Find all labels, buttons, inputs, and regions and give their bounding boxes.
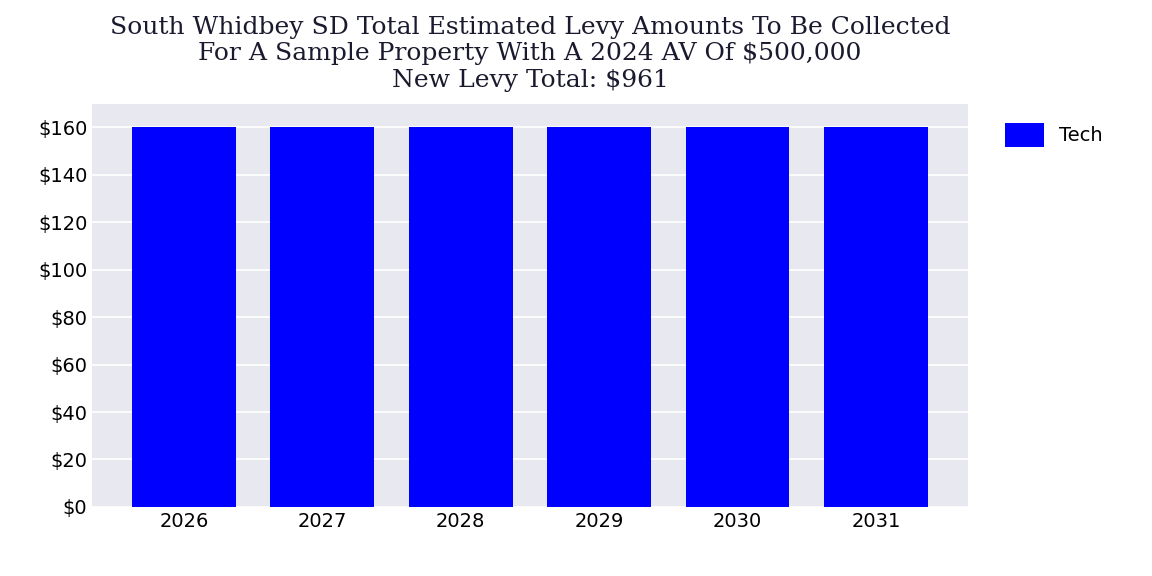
Bar: [132, 127, 236, 507]
Bar: [547, 127, 651, 507]
Bar: [271, 127, 374, 507]
Bar: [409, 127, 513, 507]
Title: South Whidbey SD Total Estimated Levy Amounts To Be Collected
For A Sample Prope: South Whidbey SD Total Estimated Levy Am…: [109, 16, 950, 92]
Bar: [685, 127, 789, 507]
Bar: [824, 127, 927, 507]
Legend: Tech: Tech: [995, 113, 1113, 157]
